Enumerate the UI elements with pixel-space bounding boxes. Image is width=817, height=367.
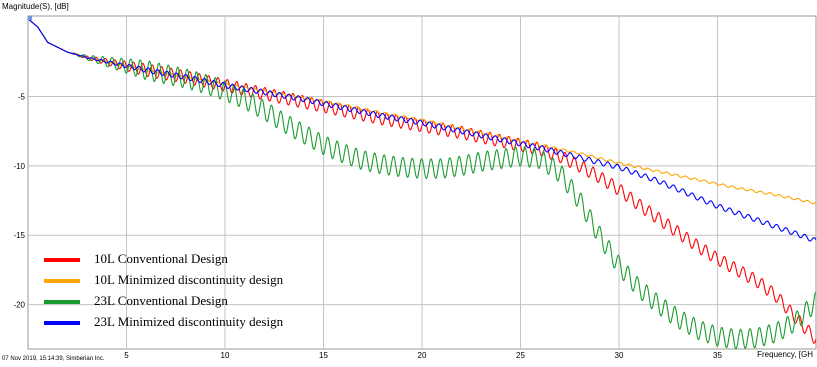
legend-swatch [44, 258, 80, 262]
legend-swatch [44, 300, 80, 304]
legend-label: 10L Minimized discontinuity design [94, 272, 284, 287]
y-tick-label: -5 [18, 92, 26, 101]
y-axis-label: Magnitude(S), [dB] [2, 2, 69, 11]
series-line [27, 18, 817, 242]
x-tick-label: 15 [319, 351, 328, 360]
series-line [27, 18, 817, 350]
x-tick-label: 5 [124, 351, 129, 360]
legend: 10L Conventional Design 10L Minimized di… [36, 250, 336, 334]
x-tick-label: 30 [615, 351, 624, 360]
legend-label: 10L Conventional Design [94, 251, 228, 266]
legend-item-10l-conventional: 10L Conventional Design [36, 250, 336, 271]
legend-item-23l-minimized: 23L Minimized discontinuity design [36, 313, 336, 334]
x-tick-label: 35 [713, 351, 722, 360]
x-axis-label: Frequency, [GH [757, 350, 813, 359]
x-tick-label: 25 [516, 351, 525, 360]
legend-swatch [44, 279, 80, 283]
legend-swatch [44, 321, 80, 325]
origin-marker [28, 16, 32, 20]
y-tick-label: -10 [13, 162, 25, 171]
legend-item-10l-minimized: 10L Minimized discontinuity design [36, 271, 336, 292]
timestamp-footer: 07 Nov 2019, 15:14:39, Simberian Inc. [2, 356, 105, 362]
x-tick-label: 20 [418, 351, 427, 360]
legend-label: 23L Minimized discontinuity design [94, 314, 284, 329]
series-line [27, 18, 817, 344]
legend-label: 23L Conventional Design [94, 293, 228, 308]
legend-item-23l-conventional: 23L Conventional Design [36, 292, 336, 313]
x-tick-label: 10 [221, 351, 230, 360]
y-tick-label: -15 [13, 231, 25, 240]
y-tick-label: -20 [13, 301, 25, 310]
